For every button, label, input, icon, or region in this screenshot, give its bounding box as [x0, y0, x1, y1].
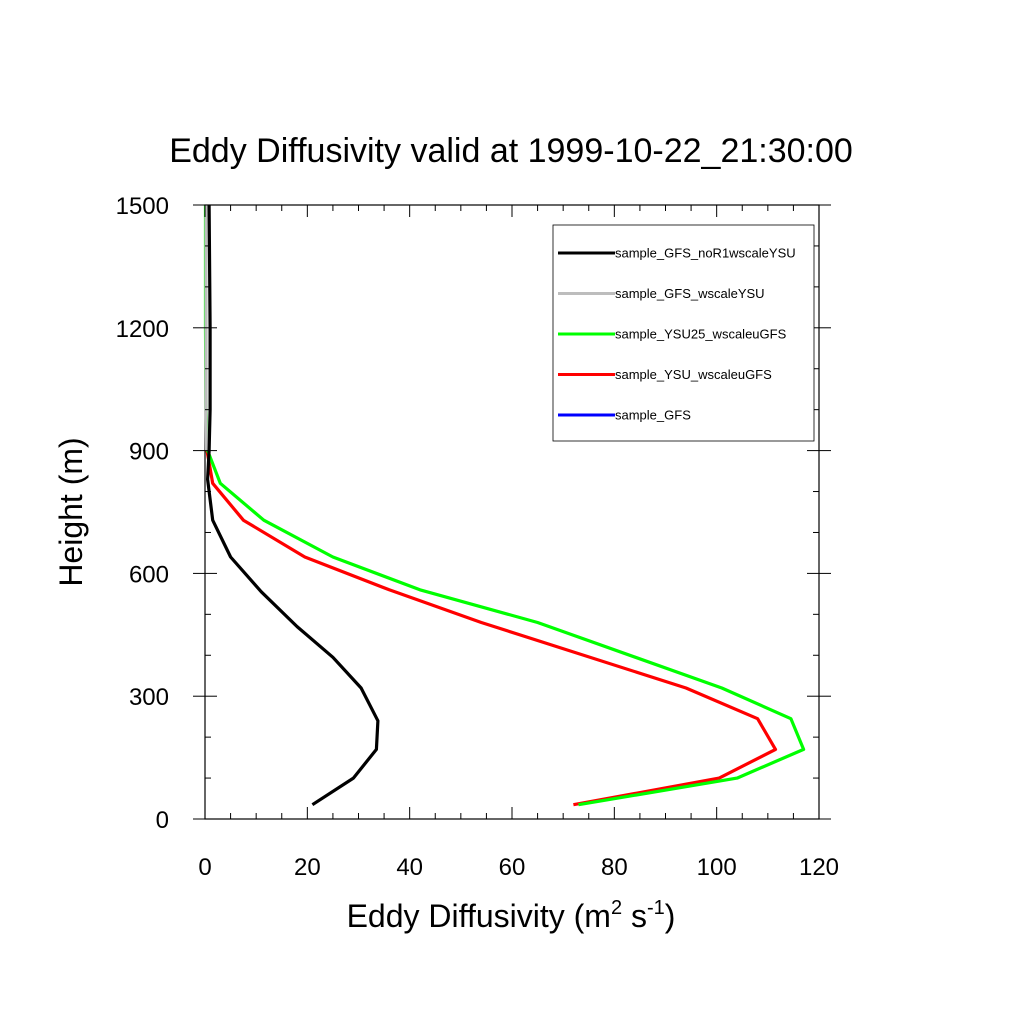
x-axis-label-sup1: 2 [611, 897, 622, 919]
series-group [203, 204, 806, 807]
y-tick-label: 300 [129, 684, 169, 711]
x-tick-label: 60 [499, 854, 526, 881]
legend-label: sample_GFS [615, 408, 691, 423]
x-tick-label: 20 [294, 854, 321, 881]
x-axis-label-end: ) [665, 898, 676, 934]
y-axis-label: Height (m) [53, 437, 89, 586]
x-tick-label: 100 [697, 854, 737, 881]
series-line [206, 204, 380, 807]
y-tick-label: 1200 [116, 316, 169, 343]
x-axis-label-mid: s [622, 898, 647, 934]
y-tick-label: 1500 [116, 193, 169, 220]
y-tick-label: 0 [156, 807, 169, 834]
x-axis-label: Eddy Diffusivity (m2 s-1) [347, 897, 676, 934]
x-axis-label-sup2: -1 [647, 897, 665, 919]
legend-label: sample_GFS_noR1wscaleYSU [615, 246, 796, 261]
legend-label: sample_YSU25_wscaleuGFS [615, 327, 787, 342]
x-axis-label-base: Eddy Diffusivity (m [347, 898, 611, 934]
legend-items: sample_GFS_noR1wscaleYSU sample_GFS_wscal… [558, 246, 796, 423]
legend-label: sample_YSU_wscaleuGFS [615, 367, 772, 382]
x-tick-label: 40 [396, 854, 423, 881]
y-tick-label: 600 [129, 561, 169, 588]
y-tick-label: 900 [129, 439, 169, 466]
x-axis: 0 20 40 60 80 100 120 [198, 205, 839, 881]
legend: sample_GFS_noR1wscaleYSU sample_GFS_wscal… [552, 224, 815, 442]
series-line [205, 450, 778, 807]
chart-title: Eddy Diffusivity valid at 1999-10-22_21:… [169, 132, 853, 170]
legend-label: sample_GFS_wscaleYSU [615, 286, 765, 301]
y-axis: 0 300 600 900 1200 1500 [116, 193, 831, 834]
x-tick-label: 120 [799, 854, 839, 881]
x-tick-label: 80 [601, 854, 628, 881]
x-tick-label: 0 [198, 854, 211, 881]
